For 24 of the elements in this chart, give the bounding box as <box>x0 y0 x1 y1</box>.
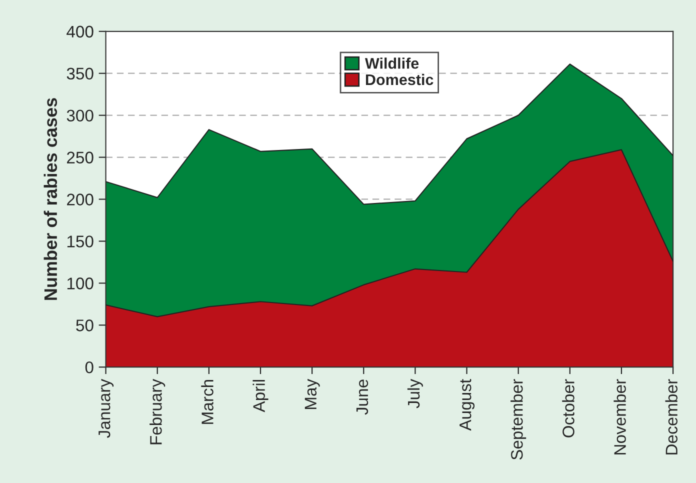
x-tick-label: March <box>201 380 214 424</box>
x-tick-label: November <box>614 379 626 454</box>
x-tick-label: February <box>150 378 166 444</box>
y-axis-title: Number of rabies cases <box>44 98 58 300</box>
y-tick-label: 50 <box>76 320 94 332</box>
y-tick-label: 0 <box>85 361 94 374</box>
x-tick-label: January <box>98 378 114 438</box>
y-tick-label: 350 <box>66 68 94 80</box>
y-tick-label: 300 <box>66 110 94 122</box>
x-tick-label: July <box>407 378 423 408</box>
legend-label: Wildlife <box>364 58 419 69</box>
x-tick-label: September <box>510 379 526 460</box>
x-tick-label: April <box>252 380 268 412</box>
y-tick-label: 200 <box>67 194 94 206</box>
legend-label: Domestic <box>366 74 434 86</box>
x-tick-label: August <box>460 379 475 431</box>
y-tick-label: 100 <box>67 278 94 290</box>
x-tick-label: December <box>665 379 678 454</box>
y-tick-label: 250 <box>67 152 94 164</box>
x-tick-label: October <box>562 379 574 438</box>
y-tick-label: 400 <box>66 26 94 38</box>
x-tick-label: June <box>356 380 368 415</box>
x-tick-label: May <box>304 378 320 410</box>
y-tick-label: 150 <box>67 236 94 248</box>
